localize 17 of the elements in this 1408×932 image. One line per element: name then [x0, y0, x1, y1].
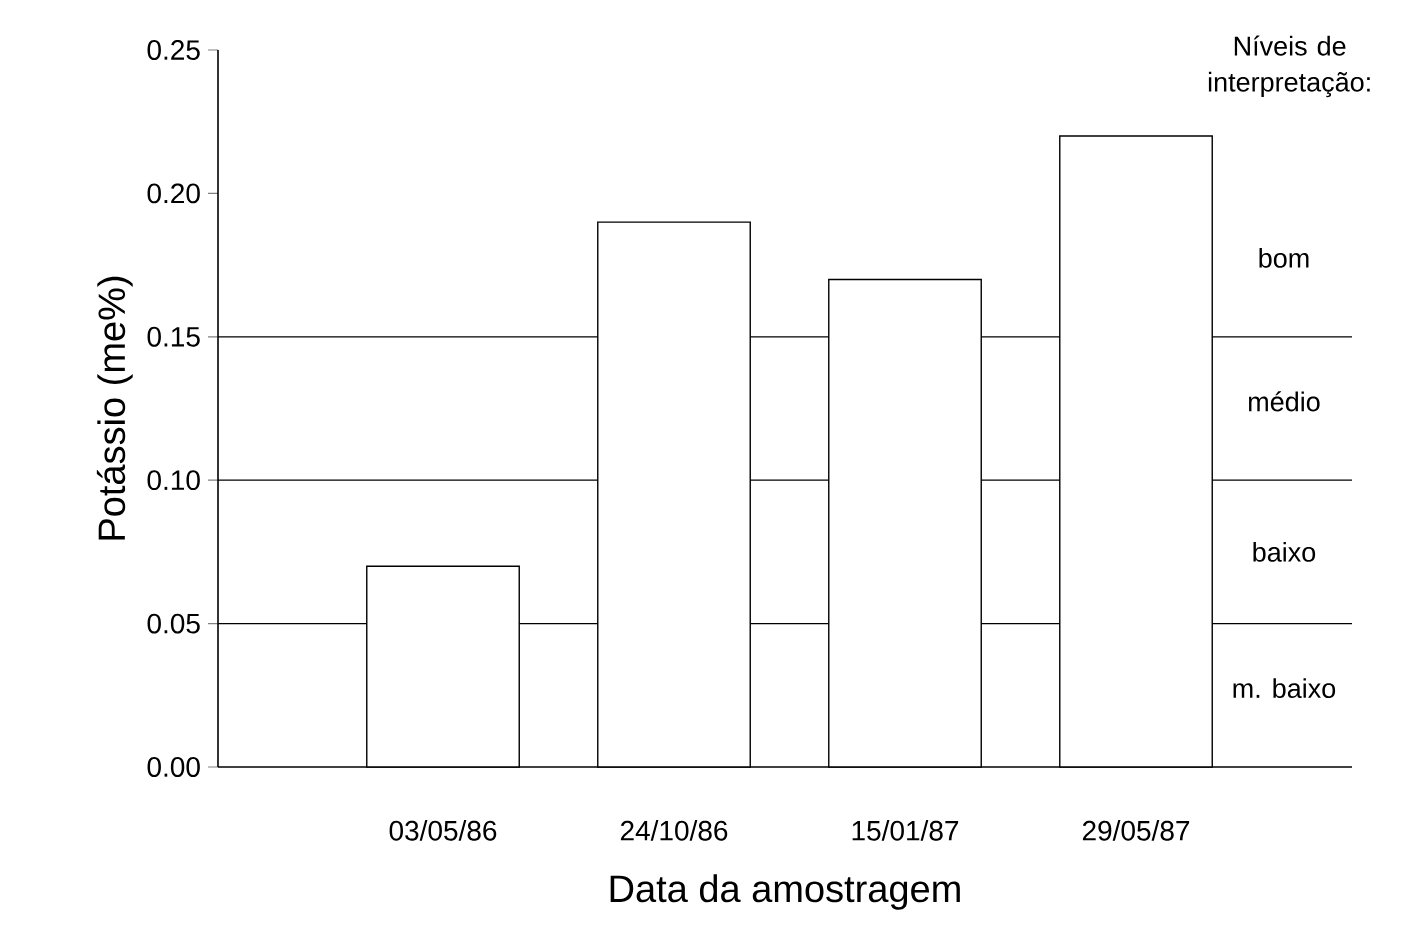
- x-tick-label: 15/01/87: [852, 820, 959, 841]
- y-tick-label: 0.05: [147, 613, 200, 634]
- annotation: m. baixo: [1233, 678, 1336, 699]
- y-tick-label: 0.10: [147, 470, 200, 491]
- x-tick-label: 24/10/86: [620, 820, 728, 841]
- y-tick-label: 0.20: [147, 183, 200, 204]
- x-axis-title: Data da amostragem: [610, 874, 960, 910]
- x-tick-label: 29/05/87: [1082, 820, 1190, 841]
- y-tick-label: 0.00: [147, 757, 200, 777]
- annotation: bom: [1259, 248, 1309, 268]
- annotation: Níveis de interpretação:: [1208, 35, 1370, 98]
- y-axis-title: Potássio (me%): [96, 276, 133, 540]
- annotation: médio: [1248, 391, 1320, 412]
- y-tick-label: 0.25: [147, 40, 200, 60]
- y-tick-label: 0.15: [147, 326, 200, 347]
- annotation: baixo: [1253, 541, 1316, 562]
- x-tick-label: 03/05/86: [389, 820, 497, 841]
